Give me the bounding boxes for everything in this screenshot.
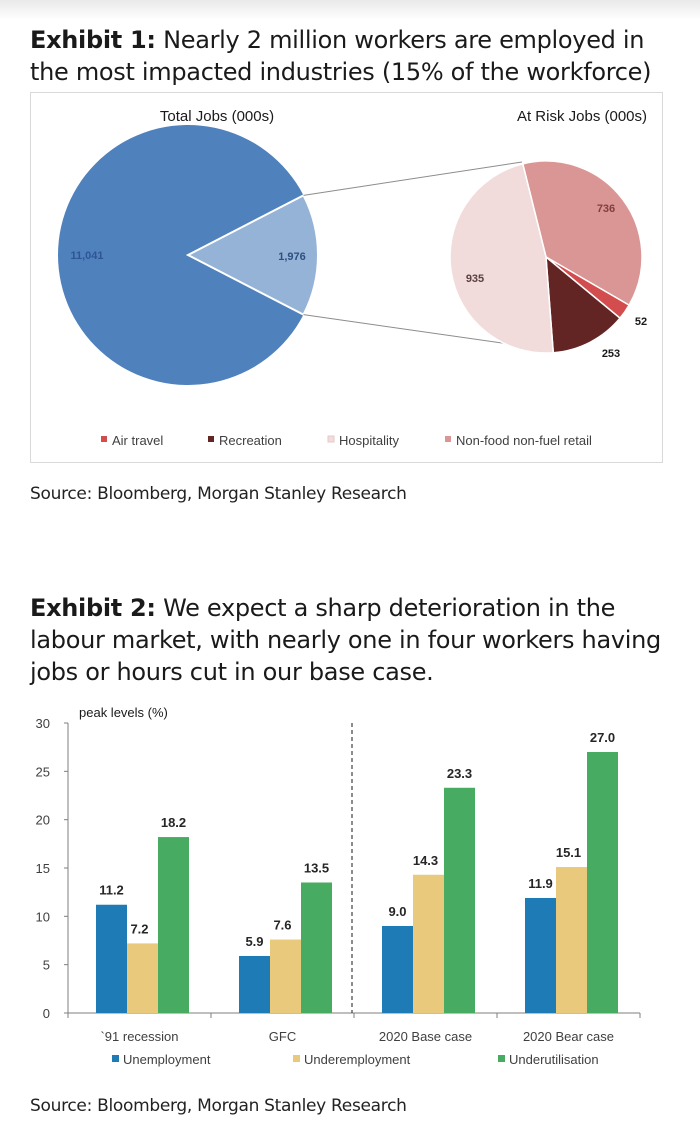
y-tick-label: 5: [43, 958, 50, 973]
pie-slice-total-jobs: [57, 125, 304, 386]
legend-swatch-recreation: [208, 436, 214, 442]
bar-underemployment-2: [413, 874, 444, 1013]
bar-value-label: 5.9: [245, 934, 263, 949]
legend-label-non-food-non-fuel-retail: Non-food non-fuel retail: [456, 433, 592, 448]
top-bar: [0, 0, 700, 20]
bar-value-label: 15.1: [556, 845, 581, 860]
exhibit1-source: Source: Bloomberg, Morgan Stanley Resear…: [30, 484, 407, 504]
pie-chart: Total Jobs (000s) At Risk Jobs (000s) 11,0…: [57, 108, 647, 448]
pie-slice-non-food-non-fuel-retail: [521, 160, 643, 307]
bar-value-label: 7.2: [130, 921, 148, 936]
bar-value-label: 18.2: [161, 815, 186, 830]
legend-label-underutilisation: Underutilisation: [509, 1052, 599, 1067]
bar-underutilisation-0: [158, 837, 189, 1013]
legend-swatch-hospitality: [327, 435, 335, 443]
pie-chart-frame: [30, 92, 663, 463]
legend-swatch-underemployment: [293, 1055, 300, 1062]
y-tick-label: 0: [43, 1006, 50, 1021]
bar-value-label: 9.0: [388, 904, 406, 919]
exhibit2-label: Exhibit 2:: [30, 594, 156, 622]
exhibit2-title-text: We expect a sharp deterioration in the l…: [30, 594, 661, 686]
y-tick-label: 10: [36, 909, 50, 924]
y-tick-label: 30: [36, 716, 50, 731]
legend-swatch-non-food-non-fuel-retail: [445, 436, 451, 442]
pie-label-total: 11,041: [70, 250, 103, 262]
y-tick-label: 25: [36, 764, 50, 779]
legend-swatch-air-travel: [101, 436, 107, 442]
exhibit1-label: Exhibit 1:: [30, 26, 156, 54]
x-category-label: `91 recession: [100, 1029, 178, 1044]
pie-slice-at-risk: [185, 193, 319, 317]
legend-label-unemployment: Unemployment: [123, 1052, 211, 1067]
bar-value-label: 7.6: [273, 918, 291, 933]
exhibit1-title: Exhibit 1: Nearly 2 million workers are …: [30, 24, 680, 88]
bar-value-label: 11.2: [99, 883, 124, 898]
bar-unemployment-1: [239, 955, 270, 1013]
pie-label-non-food-non-fuel-retail: 736: [597, 203, 615, 215]
pie-label-recreation: 253: [602, 348, 620, 360]
connector-line-top: [303, 161, 523, 196]
exhibit2-title: Exhibit 2: We expect a sharp deteriorati…: [30, 592, 690, 688]
pie-label-at-risk: 1,976: [278, 251, 306, 263]
bar-value-label: 23.3: [447, 766, 472, 781]
y-tick-label: 15: [36, 861, 50, 876]
total-jobs-title: Total Jobs (000s): [160, 108, 274, 125]
bar-value-label: 14.3: [413, 853, 438, 868]
legend-label-underemployment: Underemployment: [304, 1052, 411, 1067]
x-category-label: 2020 Base case: [379, 1029, 472, 1044]
exhibit1-title-text: Nearly 2 million workers are employed in…: [30, 26, 652, 86]
bar-underutilisation-2: [444, 787, 475, 1013]
bar-underemployment-0: [127, 943, 158, 1013]
y-axis-label: peak levels (%): [79, 705, 168, 720]
pie-label-air-travel: 52: [635, 316, 647, 328]
bar-unemployment-3: [525, 897, 556, 1013]
bar-value-label: 13.5: [304, 861, 329, 876]
legend-label-recreation: Recreation: [219, 433, 282, 448]
legend-swatch-underutilisation: [498, 1055, 505, 1062]
bar-unemployment-0: [96, 904, 127, 1013]
bar-underutilisation-1: [301, 882, 332, 1013]
at-risk-title: At Risk Jobs (000s): [517, 108, 647, 125]
x-category-label: 2020 Bear case: [523, 1029, 614, 1044]
legend-label-air-travel: Air travel: [112, 433, 163, 448]
bar-value-label: 11.9: [528, 876, 553, 891]
bar-unemployment-2: [382, 926, 413, 1013]
legend-label-hospitality: Hospitality: [339, 433, 399, 448]
bar-value-label: 27.0: [590, 730, 615, 745]
bar-underutilisation-3: [587, 752, 618, 1013]
pie-slice-hospitality: [449, 162, 555, 354]
legend-swatch-unemployment: [112, 1055, 119, 1062]
pie-slice-recreation: [545, 255, 622, 354]
exhibit2-source: Source: Bloomberg, Morgan Stanley Resear…: [30, 1096, 407, 1116]
bar-underemployment-1: [270, 939, 301, 1013]
pie-label-hospitality: 935: [466, 273, 484, 285]
x-category-label: GFC: [269, 1029, 296, 1044]
y-tick-label: 20: [36, 813, 50, 828]
bar-underemployment-3: [556, 867, 587, 1013]
